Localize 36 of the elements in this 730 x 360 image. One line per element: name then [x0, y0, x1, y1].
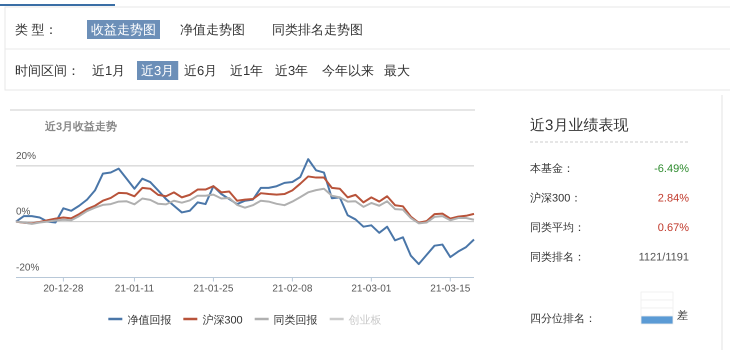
x-tick-label: 21-03-15 — [430, 284, 471, 294]
text: 同类排名走势图 — [272, 22, 363, 37]
legend-label: 沪深300 — [202, 314, 243, 326]
text: 沪深300： — [530, 192, 582, 204]
text: 近3月业绩表现 — [530, 117, 628, 134]
text: -6.49% — [654, 163, 690, 175]
text: 本基金： — [530, 162, 574, 175]
y-tick-label: -20% — [16, 262, 40, 274]
x-tick-label: 21-02-08 — [272, 284, 313, 294]
y-tick-label: 20% — [16, 150, 36, 162]
text: 近1年 — [230, 63, 264, 78]
text: 差 — [677, 310, 688, 322]
text: 近3月收益走势 — [44, 120, 118, 133]
text: 今年以来 — [322, 63, 374, 78]
y-tick-label: 0% — [16, 206, 31, 218]
text: 最大 — [384, 63, 410, 78]
text: 近6月 — [184, 63, 218, 78]
text: 同类平均： — [530, 221, 585, 234]
text: 同类排名： — [530, 250, 585, 264]
text: 近3年 — [275, 63, 308, 78]
text: 收益走势图 — [91, 22, 156, 37]
text: 1121/1191 — [638, 252, 689, 264]
x-tick-label: 21-03-01 — [351, 284, 392, 294]
text: 净值走势图 — [180, 22, 245, 37]
x-tick-label: 21-01-25 — [193, 284, 234, 294]
text: 0.67% — [658, 222, 690, 234]
x-tick-label: 20-12-28 — [43, 284, 84, 294]
text: 四分位排名： — [530, 313, 596, 325]
text: 近1月 — [92, 63, 126, 78]
text: 2.84% — [658, 192, 690, 204]
text: 类 型： — [15, 22, 58, 37]
legend-label: 净值回报 — [127, 314, 172, 326]
x-tick-label: 21-01-11 — [114, 284, 155, 294]
text: 近3月 — [141, 63, 174, 78]
legend-label: 同类回报 — [274, 314, 318, 326]
text: 时间区间： — [15, 63, 80, 78]
